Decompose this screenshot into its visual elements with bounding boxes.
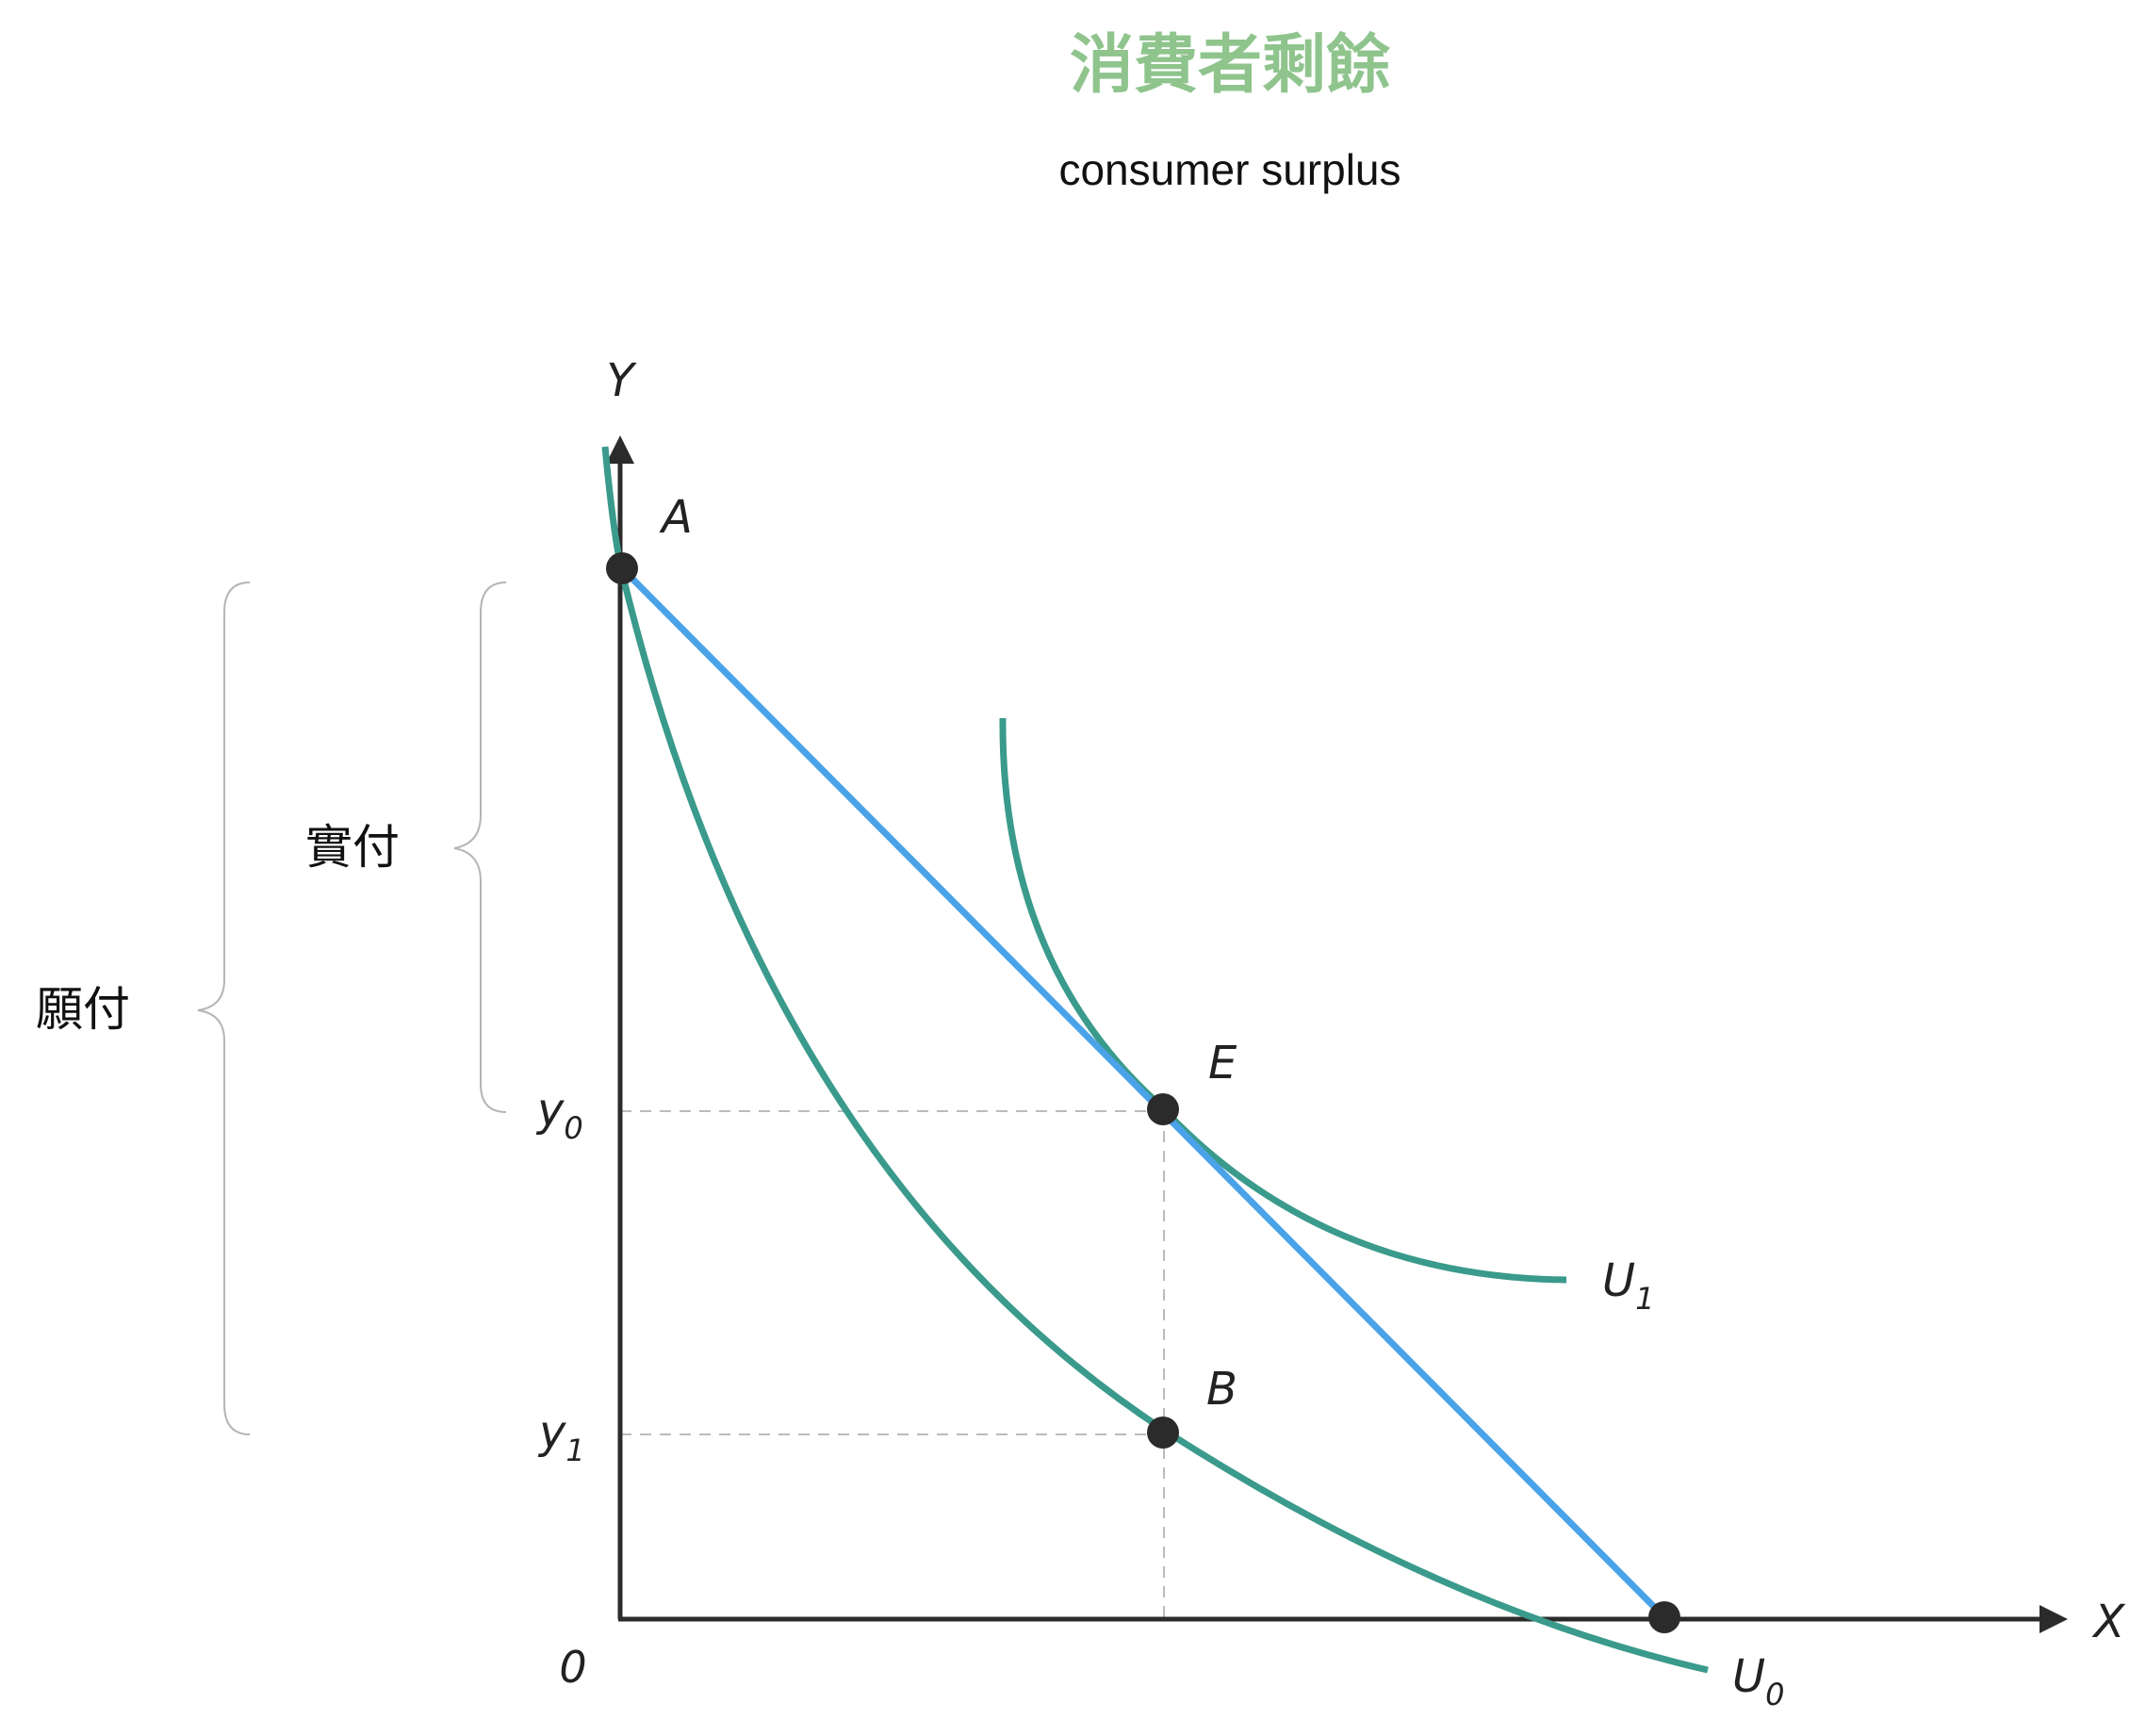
label-u1: U1 xyxy=(1602,1254,1655,1317)
diagram-subtitle: consumer surplus xyxy=(1058,145,1401,194)
brace-actual-pay xyxy=(453,581,507,1113)
tick-y0: y0 xyxy=(535,1084,583,1146)
indifference-curve-u0 xyxy=(601,446,1709,1674)
label-e: E xyxy=(1208,1037,1237,1089)
brace-willing-pay xyxy=(197,581,251,1435)
budget-line xyxy=(619,565,1667,1620)
point-x-intercept xyxy=(1648,1601,1680,1633)
label-u0: U0 xyxy=(1732,1650,1785,1712)
origin-label: 0 xyxy=(559,1642,586,1693)
tick-y1: y1 xyxy=(537,1406,585,1468)
diagram-title: 消費者剩餘 xyxy=(1070,28,1391,103)
label-b: B xyxy=(1206,1363,1237,1416)
indifference-curve-u1 xyxy=(999,717,1567,1284)
y-axis-label: Y xyxy=(606,354,637,407)
point-a xyxy=(606,552,638,584)
label-a: A xyxy=(659,491,693,544)
point-e xyxy=(1147,1093,1179,1125)
x-axis-label: X xyxy=(2091,1596,2126,1648)
brace-label-willing-pay: 願付 xyxy=(36,982,130,1037)
brace-label-actual-pay: 實付 xyxy=(305,820,400,875)
point-b xyxy=(1147,1417,1179,1449)
